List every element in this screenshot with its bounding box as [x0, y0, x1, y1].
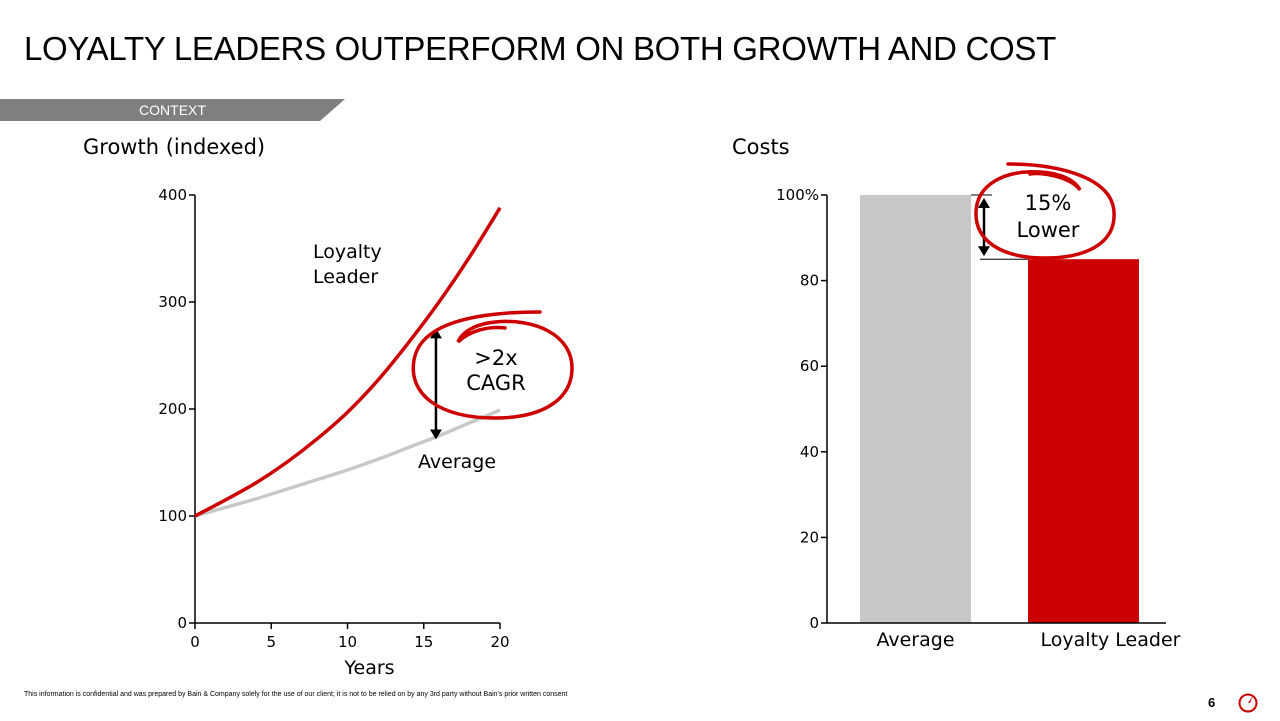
loyalty-leader-cost-bar [1028, 259, 1139, 623]
costs-chart-title: Costs [732, 135, 790, 159]
average-series-label: Average [418, 451, 496, 473]
loyalty-leader-label-line1: Loyalty [313, 241, 382, 263]
cost-category-label: Loyalty Leader [1041, 629, 1181, 651]
loyalty-leader-series-line [194, 206, 502, 518]
costs-y-tick-label: 20 [800, 528, 819, 546]
average-series-line [194, 408, 501, 518]
context-label: CONTEXT [139, 102, 206, 118]
context-banner-shape [0, 99, 345, 121]
growth-x-axis-label: Years [343, 657, 394, 679]
page-number: 6 [1208, 695, 1216, 710]
disclaimer: This information is confidential and was… [24, 691, 568, 698]
average-cost-bar [860, 195, 971, 623]
costs-y-tick-label: 80 [800, 272, 819, 290]
loyalty-leader-label-line2: Leader [313, 266, 378, 288]
costs-y-tick-label: 60 [800, 357, 819, 375]
cost-highlight-circle [974, 162, 1116, 260]
growth-y-tick-label: 400 [158, 186, 187, 204]
cost-annotation-line2: Lower [1017, 218, 1080, 242]
growth-y-tick-label: 200 [158, 400, 187, 418]
context-banner: CONTEXT [0, 99, 345, 121]
costs-y-tick-label: 100% [776, 186, 819, 204]
growth-y-tick-label: 0 [177, 614, 187, 632]
growth-y-tick-label: 300 [158, 293, 187, 311]
cost-category-label: Average [876, 629, 954, 651]
bain-logo-icon [1238, 693, 1258, 713]
growth-y-tick-label: 100 [158, 507, 187, 525]
growth-x-tick-label: 10 [338, 633, 357, 651]
growth-x-tick-label: 0 [190, 633, 200, 651]
costs-y-tick-label: 40 [800, 443, 819, 461]
slide-title: LOYALTY LEADERS OUTPERFORM ON BOTH GROWT… [24, 30, 1056, 67]
growth-chart-title: Growth (indexed) [83, 135, 266, 159]
costs-y-tick-label: 0 [809, 614, 819, 632]
cagr-annotation-line1: >2x [474, 346, 517, 370]
cagr-highlight-circle [411, 310, 574, 420]
growth-x-tick-label: 5 [266, 633, 276, 651]
growth-x-tick-label: 20 [490, 633, 509, 651]
cagr-annotation-line2: CAGR [466, 371, 526, 395]
growth-x-tick-label: 15 [414, 633, 433, 651]
cost-annotation-line1: 15% [1025, 191, 1072, 215]
